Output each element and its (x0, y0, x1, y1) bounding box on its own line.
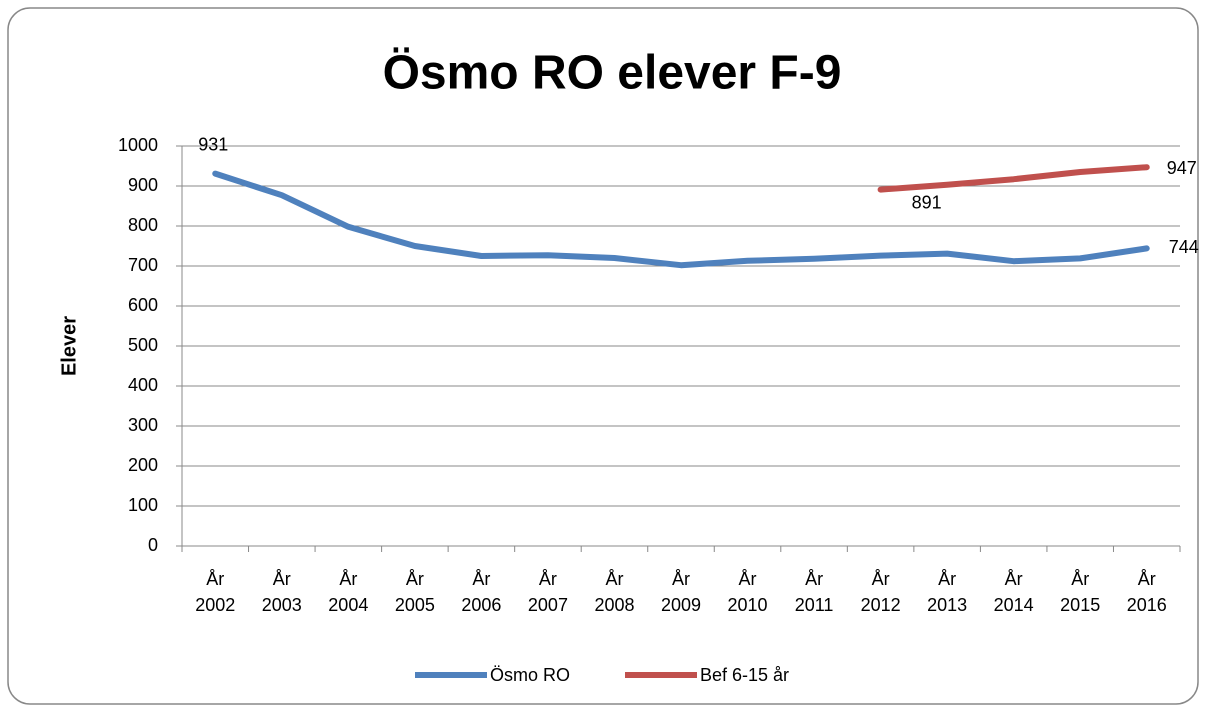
y-tick-label: 900 (128, 175, 158, 195)
x-tick-label: År 2003 (262, 569, 302, 615)
y-tick-label: 100 (128, 495, 158, 515)
data-label: 947 (1167, 158, 1197, 178)
x-tick-label: År 2008 (594, 569, 634, 615)
y-tick-label: 1000 (118, 135, 158, 155)
x-tick-label: År 2005 (395, 569, 435, 615)
x-tick-label: År 2015 (1060, 569, 1100, 615)
chart-title: Ösmo RO elever F-9 (383, 47, 842, 100)
chart-border (7, 7, 1199, 705)
x-tick-label: År 2016 (1127, 569, 1167, 615)
legend-label: Ösmo RO (490, 665, 570, 685)
y-tick-label: 800 (128, 215, 158, 235)
data-line (877, 164, 1150, 193)
data-label: 744 (1169, 237, 1199, 257)
y-tick-label: 700 (128, 255, 158, 275)
legend-label: Bef 6-15 år (700, 665, 789, 685)
y-tick-label: 300 (128, 415, 158, 435)
x-tick-label: År 2009 (661, 569, 701, 615)
x-tick-label: År 2013 (927, 569, 967, 615)
data-label: 891 (912, 192, 942, 212)
x-tick-label: År 2002 (195, 569, 235, 615)
y-tick-label: 200 (128, 455, 158, 475)
data-label: 931 (198, 134, 228, 154)
x-tick-label: År 2011 (795, 569, 834, 615)
x-tick-label: År 2014 (994, 569, 1034, 615)
y-tick-label: 400 (128, 375, 158, 395)
x-tick-label: År 2006 (461, 569, 501, 615)
x-tick-label: År 2004 (328, 569, 368, 615)
x-tick-label: År 2010 (728, 569, 768, 615)
y-tick-label: 500 (128, 335, 158, 355)
x-tick-label: År 2007 (528, 569, 568, 615)
data-line (212, 170, 1150, 269)
y-tick-label: 0 (148, 535, 158, 555)
x-tick-label: År 2012 (861, 569, 901, 615)
y-tick-label: 600 (128, 295, 158, 315)
y-axis-label: Elever (58, 316, 80, 376)
